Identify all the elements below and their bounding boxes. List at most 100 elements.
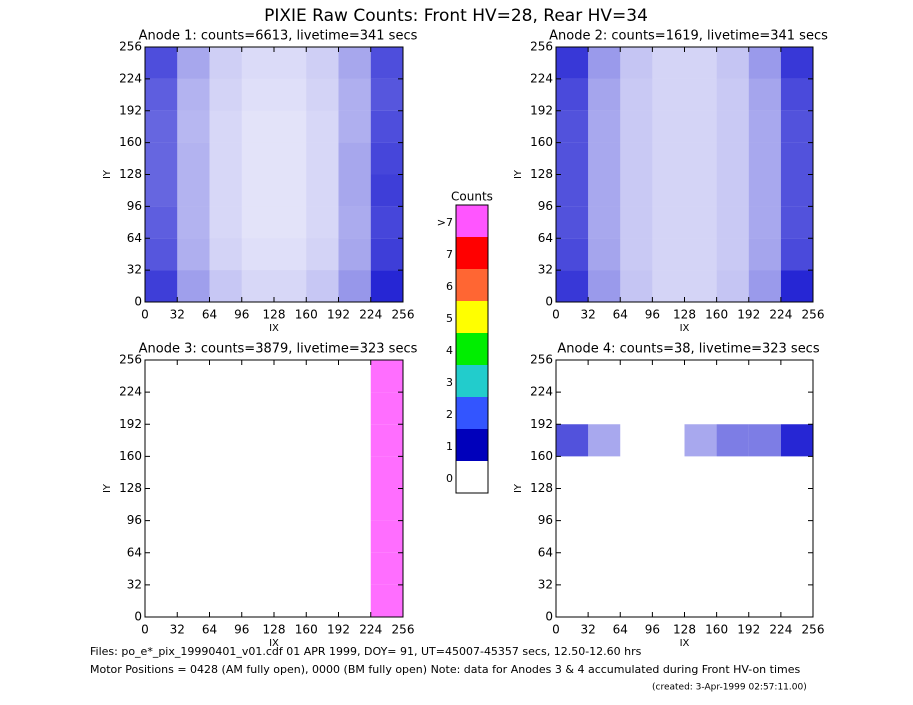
density-cell [339, 585, 371, 617]
density-cell [620, 424, 652, 456]
density-cell [556, 47, 589, 79]
density-cell [717, 521, 749, 553]
density-cell [652, 174, 685, 207]
x-tick-label: 0 [141, 308, 149, 322]
density-cell [177, 521, 209, 553]
density-cell [556, 489, 588, 521]
x-tick-label: 160 [705, 623, 728, 637]
density-cell [370, 110, 403, 143]
y-tick-label: 32 [538, 263, 553, 277]
density-cell [556, 360, 588, 392]
x-tick-label: 256 [802, 308, 825, 322]
colorbar-label: 3 [446, 376, 453, 389]
density-cell [620, 489, 652, 521]
density-cell [620, 206, 653, 239]
density-cell [556, 521, 588, 553]
density-cell [274, 585, 306, 617]
density-cell [145, 78, 178, 111]
density-cell [177, 392, 209, 424]
x-tick-label: 224 [769, 308, 792, 322]
density-cell [620, 78, 653, 111]
x-tick-label: 32 [170, 623, 185, 637]
density-cell [370, 456, 403, 489]
density-cell [209, 110, 242, 143]
y-tick-label: 160 [119, 449, 142, 463]
density-cell [177, 238, 210, 271]
density-cell [145, 456, 177, 488]
density-cell [177, 270, 210, 302]
density-cell [717, 585, 749, 617]
density-cell [620, 553, 652, 585]
density-cell [620, 174, 653, 207]
density-cell [274, 424, 306, 456]
density-cell [620, 270, 653, 302]
density-cell [339, 489, 371, 521]
density-cell [241, 78, 274, 111]
y-axis-label: IY [102, 483, 113, 493]
density-cell [588, 78, 621, 111]
density-cell [684, 47, 717, 79]
x-tick-label: 64 [613, 623, 628, 637]
figure-title: PIXIE Raw Counts: Front HV=28, Rear HV=3… [264, 6, 648, 26]
colorbar-label: 0 [446, 472, 453, 485]
colorbar-swatch [456, 365, 488, 397]
density-cell [274, 238, 307, 271]
colorbar-swatch [456, 461, 488, 493]
y-tick-label: 160 [530, 449, 553, 463]
density-cell [684, 78, 717, 111]
density-cell [274, 553, 306, 585]
x-tick-label: 32 [170, 308, 185, 322]
density-cell [556, 238, 589, 271]
density-cell [306, 585, 338, 617]
y-tick-label: 192 [119, 417, 142, 431]
density-cell [209, 47, 242, 79]
density-cell [684, 174, 717, 207]
colorbar-title: Counts [451, 190, 493, 204]
density-cell [370, 174, 403, 207]
colorbar-label: 7 [446, 248, 453, 261]
density-cell [209, 142, 242, 175]
density-cell [306, 553, 338, 585]
y-tick-label: 64 [538, 231, 553, 245]
density-cell [370, 584, 403, 617]
x-tick-label: 128 [673, 623, 696, 637]
colorbar-swatch [456, 333, 488, 365]
x-tick-label: 224 [359, 308, 382, 322]
y-tick-label: 128 [530, 167, 553, 181]
density-cell [588, 206, 621, 239]
colorbar-swatch [456, 397, 488, 429]
density-cell [274, 78, 307, 111]
density-cell [652, 489, 684, 521]
density-cell [306, 78, 339, 111]
density-cell [274, 360, 306, 392]
x-tick-label: 64 [202, 308, 217, 322]
density-cell [556, 206, 589, 239]
y-tick-label: 128 [119, 167, 142, 181]
x-tick-label: 32 [580, 308, 595, 322]
density-cell [780, 174, 813, 207]
y-axis-label: IY [513, 483, 524, 493]
density-cell [306, 270, 339, 302]
y-tick-label: 128 [119, 481, 142, 495]
y-tick-label: 0 [545, 295, 553, 309]
x-tick-label: 128 [673, 308, 696, 322]
y-tick-label: 64 [538, 545, 553, 559]
x-tick-label: 0 [141, 623, 149, 637]
density-cell [717, 392, 749, 424]
density-cell [780, 78, 813, 111]
density-cell [338, 270, 371, 302]
density-cell [241, 174, 274, 207]
density-cell [685, 360, 717, 392]
x-tick-label: 192 [327, 623, 350, 637]
density-cell [781, 521, 813, 553]
density-cell [588, 489, 620, 521]
density-cell [306, 174, 339, 207]
density-cell [210, 585, 242, 617]
density-cell [306, 206, 339, 239]
x-tick-label: 224 [359, 623, 382, 637]
density-cell [306, 489, 338, 521]
density-cell [780, 270, 813, 302]
density-cell [717, 489, 749, 521]
panel-title: Anode 2: counts=1619, livetime=341 secs [549, 29, 828, 44]
density-cell [748, 206, 781, 239]
